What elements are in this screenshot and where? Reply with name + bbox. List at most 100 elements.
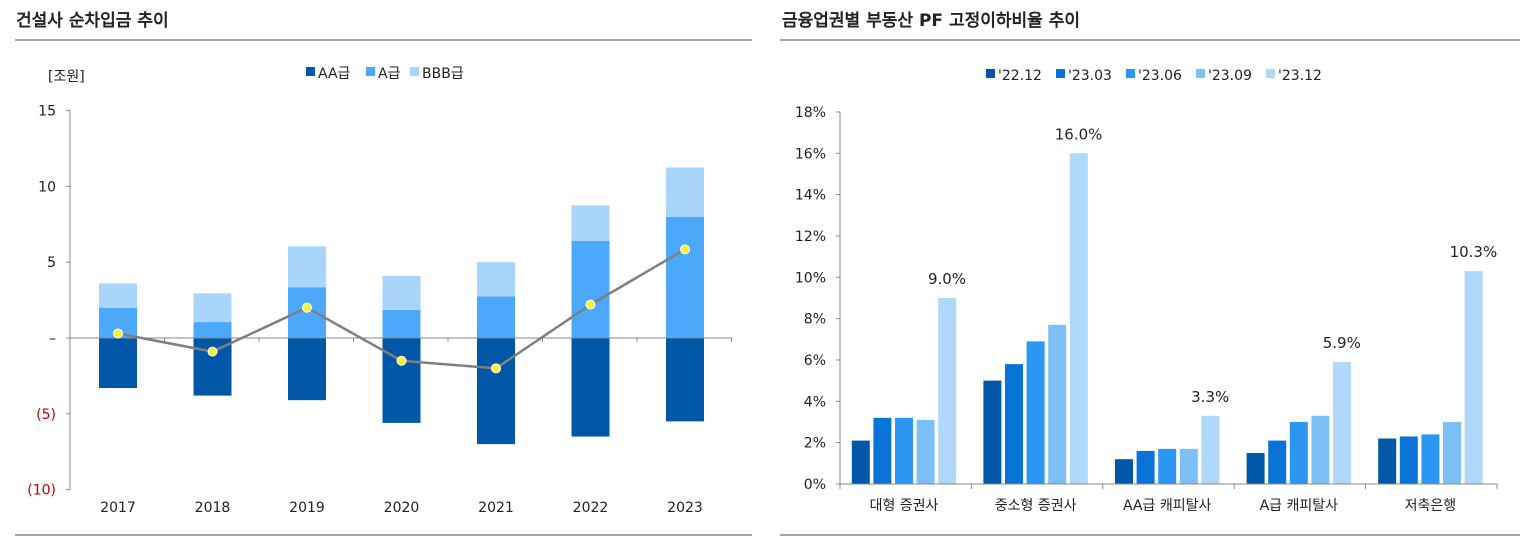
bar (1246, 452, 1265, 484)
legend-swatch (1196, 69, 1205, 78)
y-tick-label: – (49, 331, 56, 347)
x-tick-label: 대형 증권사 (870, 498, 939, 514)
bar (1136, 450, 1155, 484)
bar-aa (477, 338, 515, 445)
legend-swatch (1266, 69, 1275, 78)
x-tick-label: 2019 (289, 500, 325, 516)
bar-a (193, 322, 232, 338)
legend-swatch (366, 67, 375, 76)
bar-a (477, 296, 515, 338)
bar (1289, 421, 1308, 484)
bar-bbb (288, 246, 326, 288)
bar-a (571, 240, 610, 338)
y-tick-label: 12% (795, 229, 826, 245)
y-tick-label: 2% (804, 436, 826, 452)
y-axis-unit: [조원] (48, 69, 85, 85)
bar (873, 417, 892, 484)
net-debt-point (207, 346, 218, 357)
net-debt-point (585, 299, 596, 310)
bar-aa (99, 338, 137, 389)
net-debt-point (680, 244, 690, 255)
bar (1158, 448, 1177, 484)
y-tick-label: 0% (804, 477, 826, 493)
bar-aa (288, 338, 326, 401)
legend-label: '23.09 (1208, 68, 1252, 84)
data-label: 5.9% (1323, 334, 1361, 352)
divider (780, 534, 1520, 536)
bar-a (382, 309, 421, 338)
net-debt-point (113, 328, 123, 339)
legend-swatch (410, 67, 419, 76)
data-label: 3.3% (1191, 388, 1229, 406)
y-tick-label: 18% (795, 105, 826, 121)
bar (851, 440, 870, 484)
y-tick-label: 14% (795, 188, 826, 204)
bar-bbb (99, 283, 137, 308)
left-chart-title: 건설사 순차입금 추이 (16, 11, 169, 31)
bar (938, 297, 957, 484)
legend-swatch (1056, 69, 1065, 78)
bar (916, 419, 935, 484)
x-tick-label: 저축은행 (1405, 498, 1457, 514)
bar (1069, 153, 1088, 484)
y-tick-label: 6% (804, 353, 826, 369)
bar (1399, 436, 1418, 484)
bar-aa (666, 338, 704, 422)
bar (1333, 362, 1351, 484)
x-tick-label: A급 캐피탈사 (1260, 498, 1339, 514)
legend-swatch (986, 69, 995, 78)
bar (1268, 440, 1287, 484)
y-tick-label: (5) (36, 407, 56, 423)
bar-bbb (193, 293, 232, 323)
x-tick-label: 2022 (573, 500, 609, 516)
y-tick-label: 4% (804, 394, 826, 410)
bar-bbb (571, 205, 610, 241)
bar (1048, 324, 1067, 484)
legend-label: '23.03 (1068, 68, 1112, 84)
legend-swatch (306, 67, 315, 76)
x-tick-label: 2021 (478, 500, 514, 516)
bar-a (666, 216, 704, 338)
data-label: 9.0% (928, 270, 966, 288)
net-debt-point (396, 355, 407, 366)
y-tick-label: 15 (38, 104, 56, 120)
y-tick-label: 16% (795, 146, 826, 162)
data-label: 16.0% (1055, 125, 1103, 143)
x-tick-label: 2023 (667, 500, 703, 516)
bar-aa (382, 338, 421, 423)
bar (1201, 415, 1220, 484)
x-tick-label: 2018 (195, 500, 231, 516)
divider (15, 39, 752, 41)
legend-swatch (1126, 69, 1135, 78)
bar (1443, 421, 1461, 484)
bar (1026, 341, 1045, 484)
bar (1378, 438, 1397, 484)
bar-aa (571, 338, 610, 437)
net-debt-point (302, 302, 312, 313)
bar (1005, 364, 1023, 484)
legend-label: '23.06 (1138, 68, 1182, 84)
divider (780, 39, 1520, 41)
bar (1311, 415, 1330, 484)
bar-bbb (382, 275, 421, 310)
legend-label: A급 (378, 66, 401, 82)
x-tick-label: 2020 (384, 500, 420, 516)
right-chart-title: 금융업권별 부동산 PF 고정이하비율 추이 (782, 11, 1080, 31)
bar (1115, 459, 1133, 484)
y-tick-label: 5 (47, 255, 56, 271)
bar (1464, 271, 1483, 484)
legend-label: BBB급 (422, 66, 464, 82)
bar (1179, 448, 1198, 484)
legend-label: '22.12 (998, 68, 1042, 84)
legend-label: AA급 (318, 66, 351, 82)
divider (15, 534, 752, 536)
y-tick-label: 10 (38, 179, 56, 195)
bar-bbb (666, 167, 704, 217)
bar (1421, 434, 1440, 484)
bar (983, 380, 1002, 484)
net-debt-point (491, 363, 501, 374)
x-tick-label: 중소형 증권사 (995, 498, 1077, 514)
bar (895, 417, 913, 484)
